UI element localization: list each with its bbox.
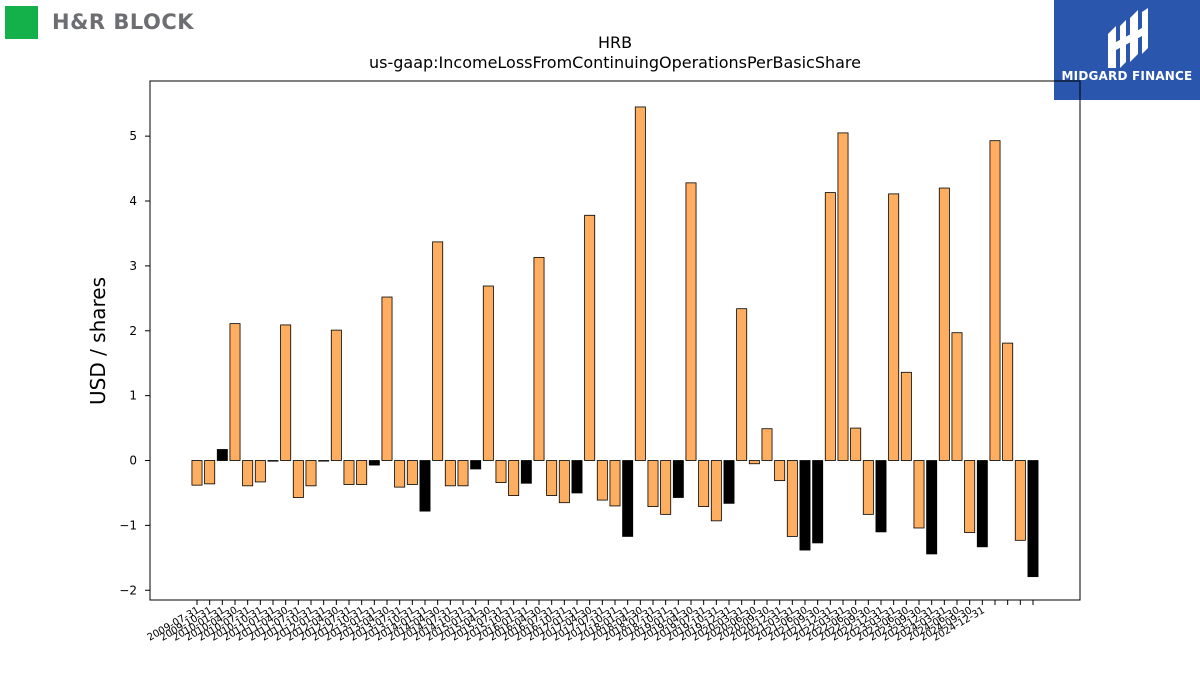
bar-2014-10-31 bbox=[457, 460, 469, 487]
bar-2024-06-30 bbox=[951, 332, 963, 461]
bar-2016-07-31 bbox=[546, 460, 558, 496]
bar-2021-03-31 bbox=[786, 460, 798, 537]
bar-2018-01-31 bbox=[622, 460, 634, 537]
bar-2009-10-31 bbox=[204, 460, 216, 485]
bar-2013-10-31 bbox=[406, 460, 418, 485]
bar-2013-04-30 bbox=[381, 296, 393, 461]
bar-2011-07-31 bbox=[292, 460, 304, 498]
bar-2019-12-31 bbox=[723, 460, 735, 504]
bar-2023-03-31 bbox=[888, 193, 900, 461]
bar-2016-01-31 bbox=[520, 460, 532, 484]
bar-2024-12-31 bbox=[976, 460, 988, 548]
plot-frame bbox=[149, 80, 1081, 601]
bar-2024-03-31 bbox=[938, 187, 950, 461]
bar-2022-12-31 bbox=[875, 460, 887, 533]
bar-2019-04-30 bbox=[685, 182, 697, 461]
bar-2015-07-31 bbox=[495, 460, 507, 483]
bar-2025-03-31 bbox=[989, 140, 1001, 461]
bar-2011-04-30 bbox=[280, 324, 292, 461]
bar-2022-06-30 bbox=[850, 427, 862, 461]
bar-2012-07-31 bbox=[343, 460, 355, 485]
bar-2016-04-30 bbox=[533, 257, 545, 461]
y-tick-label: −1 bbox=[119, 518, 137, 532]
bar-2015-04-30 bbox=[482, 285, 494, 461]
bar-2019-07-31 bbox=[698, 460, 710, 507]
bar-2020-03-31 bbox=[736, 308, 748, 461]
x-axis: 2009-07-312009-10-312010-01-312010-04-30… bbox=[146, 600, 1034, 644]
y-tick-label: 1 bbox=[129, 389, 137, 403]
y-tick-label: 0 bbox=[129, 454, 137, 468]
hrblock-logo-text: H&R BLOCK bbox=[52, 10, 195, 34]
chart-title: HRB bbox=[598, 33, 632, 52]
bar-2024-09-30 bbox=[964, 460, 976, 533]
bar-2020-06-30 bbox=[748, 460, 760, 465]
y-axis-label: USD / shares bbox=[86, 277, 110, 405]
bar-series bbox=[191, 106, 1039, 578]
bar-2010-04-30 bbox=[229, 323, 241, 461]
bar-2014-07-31 bbox=[444, 460, 456, 487]
bar-2018-10-31 bbox=[660, 460, 672, 515]
y-tick-label: 2 bbox=[129, 324, 137, 338]
bar-2025-12-31 bbox=[1027, 460, 1039, 578]
bar-2021-06-30 bbox=[799, 460, 811, 551]
y-tick-label: 3 bbox=[129, 259, 137, 273]
bar-2023-12-31 bbox=[926, 460, 938, 555]
bar-2021-09-30 bbox=[812, 460, 824, 544]
bar-2012-04-30 bbox=[330, 329, 342, 461]
midgard-finance-logo: MIDGARD FINANCE bbox=[1054, 0, 1200, 100]
bar-2017-07-31 bbox=[596, 460, 608, 501]
hrblock-logo-square-icon bbox=[5, 5, 38, 39]
bar-2012-10-31 bbox=[356, 460, 368, 485]
bar-2017-04-30 bbox=[584, 214, 596, 461]
bar-2012-01-31 bbox=[318, 460, 330, 462]
bar-2013-01-31 bbox=[368, 460, 380, 466]
bar-2022-03-31 bbox=[837, 132, 849, 461]
bar-2017-10-31 bbox=[609, 460, 621, 507]
bar-2009-07-31 bbox=[191, 460, 203, 486]
bar-2011-10-31 bbox=[305, 460, 317, 487]
bar-2020-09-30 bbox=[761, 428, 773, 461]
bar-2018-04-30 bbox=[634, 106, 646, 461]
bar-2015-01-31 bbox=[470, 460, 482, 470]
bar-2013-07-31 bbox=[394, 460, 406, 488]
bar-2019-01-31 bbox=[672, 460, 684, 498]
bar-2010-07-31 bbox=[242, 460, 254, 487]
y-axis: −2 −1 0 1 2 3 4 5 bbox=[119, 129, 150, 597]
chart-subtitle: us-gaap:IncomeLossFromContinuingOperatio… bbox=[369, 53, 861, 72]
bar-2020-12-31 bbox=[774, 460, 786, 482]
bar-2015-10-31 bbox=[508, 460, 520, 496]
bar-2014-04-30 bbox=[432, 241, 444, 461]
bar-2022-09-30 bbox=[862, 460, 874, 515]
hrblock-logo: H&R BLOCK bbox=[5, 5, 194, 39]
bar-2023-09-30 bbox=[913, 460, 925, 529]
bar-2025-06-30 bbox=[1002, 342, 1014, 461]
bar-2018-07-31 bbox=[647, 460, 659, 507]
midgard-finance-logo-text: MIDGARD FINANCE bbox=[1061, 69, 1193, 83]
bar-2014-01-31 bbox=[419, 460, 431, 512]
bar-2019-10-31 bbox=[710, 460, 722, 522]
y-tick-label: 5 bbox=[129, 129, 137, 143]
y-tick-label: −2 bbox=[119, 583, 137, 597]
y-tick-label: 4 bbox=[129, 194, 137, 208]
bar-2017-01-31 bbox=[571, 460, 583, 494]
bar-2010-01-31 bbox=[216, 449, 228, 461]
bar-2025-09-30 bbox=[1014, 460, 1026, 541]
midgard-finance-mark-icon bbox=[1108, 8, 1148, 68]
bar-2011-01-31 bbox=[267, 460, 279, 462]
bar-2010-10-31 bbox=[254, 460, 266, 483]
bar-2021-12-31 bbox=[824, 192, 836, 461]
bar-2016-10-31 bbox=[558, 460, 570, 504]
bar-2023-06-30 bbox=[900, 371, 912, 461]
